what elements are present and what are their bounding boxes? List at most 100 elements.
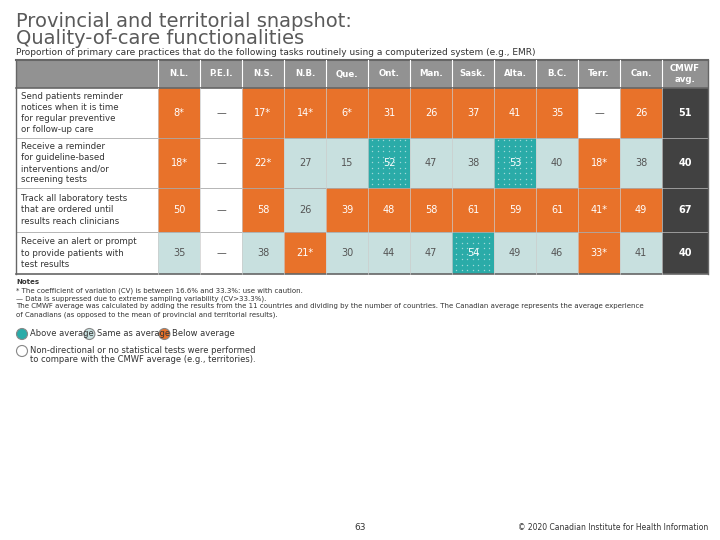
Bar	[536, 232, 578, 274]
Text: 51: 51	[678, 108, 692, 118]
Text: 40: 40	[678, 158, 692, 168]
Text: 58: 58	[425, 205, 437, 215]
Text: Provincial and territorial snapshot:: Provincial and territorial snapshot:	[16, 12, 352, 31]
Bar	[452, 88, 494, 138]
Text: Below average: Below average	[172, 329, 235, 339]
Text: The CMWF average was calculated by adding the results from the 11 countries and : The CMWF average was calculated by addin…	[16, 303, 644, 309]
Bar	[200, 188, 242, 232]
Text: 49: 49	[509, 248, 521, 258]
Bar	[158, 232, 200, 274]
Bar	[16, 60, 158, 88]
Text: Que.: Que.	[336, 70, 359, 78]
Bar	[284, 138, 326, 188]
Bar	[536, 88, 578, 138]
Bar	[536, 188, 578, 232]
Text: 41: 41	[635, 248, 647, 258]
Bar	[284, 60, 326, 88]
Bar	[494, 88, 536, 138]
Text: 50: 50	[173, 205, 185, 215]
Text: of Canadians (as opposed to the mean of provincial and territorial results).: of Canadians (as opposed to the mean of …	[16, 311, 278, 318]
Text: 14*: 14*	[297, 108, 313, 118]
Bar	[452, 232, 494, 274]
Bar	[368, 138, 410, 188]
Text: 54: 54	[467, 248, 480, 258]
Bar	[620, 232, 662, 274]
Text: Terr.: Terr.	[588, 70, 610, 78]
Text: 58: 58	[257, 205, 269, 215]
Bar	[494, 232, 536, 274]
Text: 26: 26	[299, 205, 311, 215]
Text: 18*: 18*	[590, 158, 608, 168]
Bar	[326, 88, 368, 138]
Text: 38: 38	[257, 248, 269, 258]
Text: 41: 41	[509, 108, 521, 118]
Bar	[578, 138, 620, 188]
Bar	[326, 188, 368, 232]
Text: —: —	[216, 248, 226, 258]
Bar	[662, 138, 708, 188]
Circle shape	[84, 328, 95, 340]
Text: to compare with the CMWF average (e.g., territories).: to compare with the CMWF average (e.g., …	[30, 355, 256, 364]
Bar	[16, 138, 158, 188]
Bar	[494, 188, 536, 232]
Text: 33*: 33*	[590, 248, 608, 258]
Text: —: —	[216, 108, 226, 118]
Text: 38: 38	[467, 158, 479, 168]
Text: 27: 27	[299, 158, 311, 168]
Text: Sask.: Sask.	[460, 70, 486, 78]
Text: 48: 48	[383, 205, 395, 215]
Text: 49: 49	[635, 205, 647, 215]
Text: 39: 39	[341, 205, 353, 215]
Bar	[284, 188, 326, 232]
Text: —: —	[216, 205, 226, 215]
Text: * The coefficient of variation (CV) is between 16.6% and 33.3%: use with caution: * The coefficient of variation (CV) is b…	[16, 287, 303, 294]
Bar	[536, 60, 578, 88]
Text: Can.: Can.	[630, 70, 652, 78]
Text: N.B.: N.B.	[294, 70, 315, 78]
Text: 8*: 8*	[174, 108, 184, 118]
Bar	[242, 60, 284, 88]
Bar	[16, 88, 158, 138]
Bar	[158, 88, 200, 138]
Text: B.C.: B.C.	[547, 70, 567, 78]
Text: 21*: 21*	[297, 248, 314, 258]
Bar	[158, 188, 200, 232]
Bar	[326, 232, 368, 274]
Text: 61: 61	[551, 205, 563, 215]
Bar	[200, 88, 242, 138]
Text: Quality-of-care functionalities: Quality-of-care functionalities	[16, 29, 304, 48]
Bar	[578, 232, 620, 274]
Bar	[368, 60, 410, 88]
Bar	[410, 88, 452, 138]
Text: 61: 61	[467, 205, 479, 215]
Bar	[368, 188, 410, 232]
Text: Receive an alert or prompt
to provide patients with
test results: Receive an alert or prompt to provide pa…	[21, 238, 137, 268]
Text: 47: 47	[425, 248, 437, 258]
Bar	[662, 88, 708, 138]
Text: Non-directional or no statistical tests were performed: Non-directional or no statistical tests …	[30, 346, 256, 355]
Text: 26: 26	[425, 108, 437, 118]
Bar	[662, 232, 708, 274]
Text: 31: 31	[383, 108, 395, 118]
Text: 63: 63	[354, 523, 366, 532]
Text: 18*: 18*	[171, 158, 187, 168]
Text: P.E.I.: P.E.I.	[210, 70, 233, 78]
Bar	[284, 232, 326, 274]
Bar	[578, 88, 620, 138]
Text: 53: 53	[509, 158, 521, 168]
Text: — Data is suppressed due to extreme sampling variability (CV>33.3%).: — Data is suppressed due to extreme samp…	[16, 295, 266, 301]
Bar	[536, 138, 578, 188]
Text: 6*: 6*	[341, 108, 352, 118]
Text: 41*: 41*	[590, 205, 608, 215]
Bar	[662, 188, 708, 232]
Bar	[620, 188, 662, 232]
Bar	[242, 88, 284, 138]
Text: 46: 46	[551, 248, 563, 258]
Text: 38: 38	[635, 158, 647, 168]
Bar	[410, 232, 452, 274]
Text: Ont.: Ont.	[379, 70, 400, 78]
Text: 35: 35	[551, 108, 563, 118]
Text: Send patients reminder
notices when it is time
for regular preventive
or follow-: Send patients reminder notices when it i…	[21, 92, 123, 134]
Bar	[158, 138, 200, 188]
Text: —: —	[594, 108, 604, 118]
